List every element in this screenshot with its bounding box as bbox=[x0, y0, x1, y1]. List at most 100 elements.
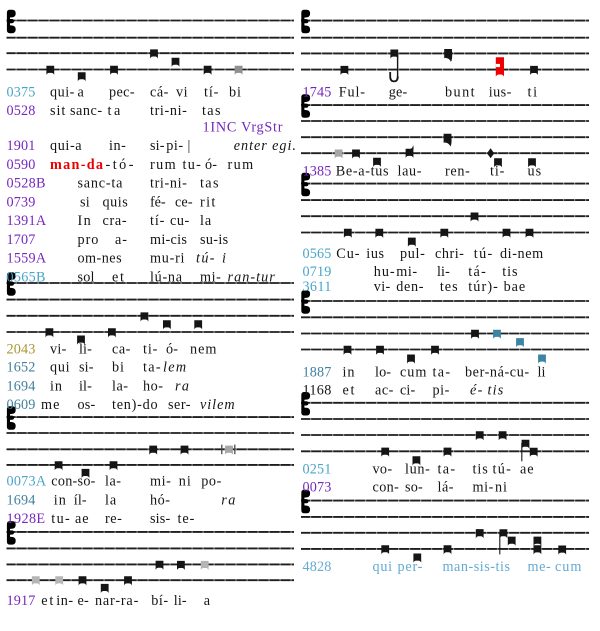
svg-text:lá-: lá- bbox=[438, 480, 454, 496]
svg-text:ho-: ho- bbox=[143, 378, 163, 394]
svg-text:ce-: ce- bbox=[175, 194, 193, 210]
svg-text:te-: te- bbox=[178, 511, 195, 527]
svg-text:sit: sit bbox=[50, 103, 65, 119]
svg-text:vi: vi bbox=[176, 85, 188, 101]
svg-text:mi-: mi- bbox=[396, 264, 417, 280]
svg-text:ti-: ti- bbox=[490, 163, 505, 179]
svg-text:ó-: ó- bbox=[166, 342, 178, 358]
svg-text:0590: 0590 bbox=[7, 157, 36, 173]
svg-text:1385: 1385 bbox=[303, 163, 332, 179]
svg-text:so-: so- bbox=[405, 480, 423, 496]
svg-text:ran-tur: ran-tur bbox=[228, 269, 276, 285]
svg-text:per-: per- bbox=[398, 559, 423, 575]
svg-text:la-: la- bbox=[112, 378, 128, 394]
svg-text:sanc-ta: sanc-ta bbox=[78, 176, 124, 192]
svg-text:tí-: tí- bbox=[150, 213, 165, 229]
svg-text:li-: li- bbox=[174, 593, 187, 609]
svg-text:li-: li- bbox=[437, 264, 450, 280]
svg-text:tí-: tí- bbox=[204, 85, 219, 101]
svg-text:ni: ni bbox=[495, 480, 507, 496]
svg-text:1INC VrgStr: 1INC VrgStr bbox=[203, 119, 283, 135]
svg-text:os-: os- bbox=[78, 397, 96, 413]
svg-text:man-da: man-da bbox=[50, 157, 103, 173]
svg-text:ae: ae bbox=[520, 462, 534, 478]
svg-text:quis: quis bbox=[103, 194, 129, 210]
svg-text:hó-: hó- bbox=[150, 492, 170, 508]
svg-text:ci-: ci- bbox=[400, 383, 415, 399]
svg-text:cum: cum bbox=[400, 365, 426, 381]
svg-text:vi-: vi- bbox=[374, 279, 391, 295]
svg-text:ta-: ta- bbox=[143, 360, 161, 376]
svg-text:sol: sol bbox=[78, 269, 95, 285]
svg-text:a-: a- bbox=[115, 232, 127, 248]
svg-text:tri-ni-: tri-ni- bbox=[150, 103, 187, 119]
svg-text:Cu-: Cu- bbox=[336, 246, 359, 262]
svg-text:1887: 1887 bbox=[303, 365, 332, 381]
svg-text:1928E: 1928E bbox=[7, 511, 46, 527]
svg-text:lun-: lun- bbox=[405, 462, 430, 478]
svg-text:1707: 1707 bbox=[7, 232, 36, 248]
svg-text:vilem: vilem bbox=[200, 397, 235, 413]
svg-text:rum: rum bbox=[150, 157, 176, 173]
svg-text:si-: si- bbox=[150, 138, 165, 154]
svg-text:cra-: cra- bbox=[103, 213, 127, 229]
svg-text:in: in bbox=[54, 492, 66, 508]
svg-text:0719: 0719 bbox=[303, 264, 332, 280]
svg-text:ge-: ge- bbox=[389, 85, 408, 101]
svg-text:il-: il- bbox=[79, 378, 92, 394]
svg-text:lau-: lau- bbox=[398, 163, 422, 179]
svg-text:enter egi.: enter egi. bbox=[234, 138, 296, 154]
svg-text:us: us bbox=[528, 163, 542, 179]
svg-text:ren-: ren- bbox=[445, 163, 470, 179]
svg-text:-tó-: -tó- bbox=[106, 157, 134, 173]
svg-text:ser-: ser- bbox=[168, 397, 191, 413]
svg-text:vi-: vi- bbox=[50, 342, 67, 358]
svg-text:1901: 1901 bbox=[7, 138, 36, 154]
svg-text:di-nem: di-nem bbox=[500, 246, 543, 262]
svg-text:ra: ra bbox=[175, 378, 189, 394]
svg-text:vo-: vo- bbox=[373, 462, 393, 478]
svg-text:in: in bbox=[343, 365, 355, 381]
svg-text:4828: 4828 bbox=[303, 559, 332, 575]
svg-text:0565B: 0565B bbox=[7, 269, 46, 285]
svg-text:bi: bi bbox=[229, 85, 241, 101]
svg-text:la-: la- bbox=[105, 474, 121, 490]
svg-text:cum: cum bbox=[555, 559, 581, 575]
svg-text:con-so-: con-so- bbox=[51, 474, 95, 490]
svg-text:hu-: hu- bbox=[374, 264, 395, 280]
svg-text:0073: 0073 bbox=[303, 480, 332, 496]
svg-text:1694: 1694 bbox=[7, 378, 36, 394]
svg-text:po-: po- bbox=[201, 474, 221, 490]
svg-text:ta: ta bbox=[108, 103, 121, 119]
svg-text:lem: lem bbox=[163, 360, 186, 376]
svg-text:su-is: su-is bbox=[200, 232, 229, 248]
svg-text:ber-ná-cu-: ber-ná-cu- bbox=[465, 365, 529, 381]
svg-text:ta-: ta- bbox=[438, 462, 456, 478]
svg-text:tá-: tá- bbox=[468, 264, 486, 280]
svg-text:li-: li- bbox=[79, 342, 92, 358]
svg-text:tri-ni-: tri-ni- bbox=[150, 176, 187, 192]
svg-text:e-: e- bbox=[78, 593, 89, 609]
svg-text:pul-: pul- bbox=[400, 246, 425, 262]
svg-text:rit: rit bbox=[200, 194, 215, 210]
svg-text:pi-: pi- bbox=[166, 138, 183, 154]
svg-text:om-nes: om-nes bbox=[78, 251, 123, 267]
svg-text:ó-: ó- bbox=[205, 157, 217, 173]
svg-text:si-: si- bbox=[79, 360, 94, 376]
svg-text:man-sis-tis: man-sis-tis bbox=[443, 559, 511, 575]
svg-text:tas: tas bbox=[200, 176, 219, 192]
svg-text:cá-: cá- bbox=[150, 85, 169, 101]
svg-text:nar-ra-: nar-ra- bbox=[95, 593, 139, 609]
svg-text:bae: bae bbox=[504, 279, 526, 295]
svg-text:1559A: 1559A bbox=[7, 251, 47, 267]
svg-text:Be-a-tus: Be-a-tus bbox=[336, 163, 389, 179]
svg-text:a: a bbox=[78, 85, 85, 101]
svg-text:ca-: ca- bbox=[112, 342, 131, 358]
svg-text:ta-: ta- bbox=[433, 365, 451, 381]
svg-text:tu-: tu- bbox=[51, 511, 70, 527]
svg-text:fé-: fé- bbox=[150, 194, 166, 210]
svg-text:1917: 1917 bbox=[7, 593, 36, 609]
svg-text:tu-: tu- bbox=[183, 157, 202, 173]
svg-text:tis: tis bbox=[473, 462, 489, 478]
svg-text:1745: 1745 bbox=[303, 85, 332, 101]
